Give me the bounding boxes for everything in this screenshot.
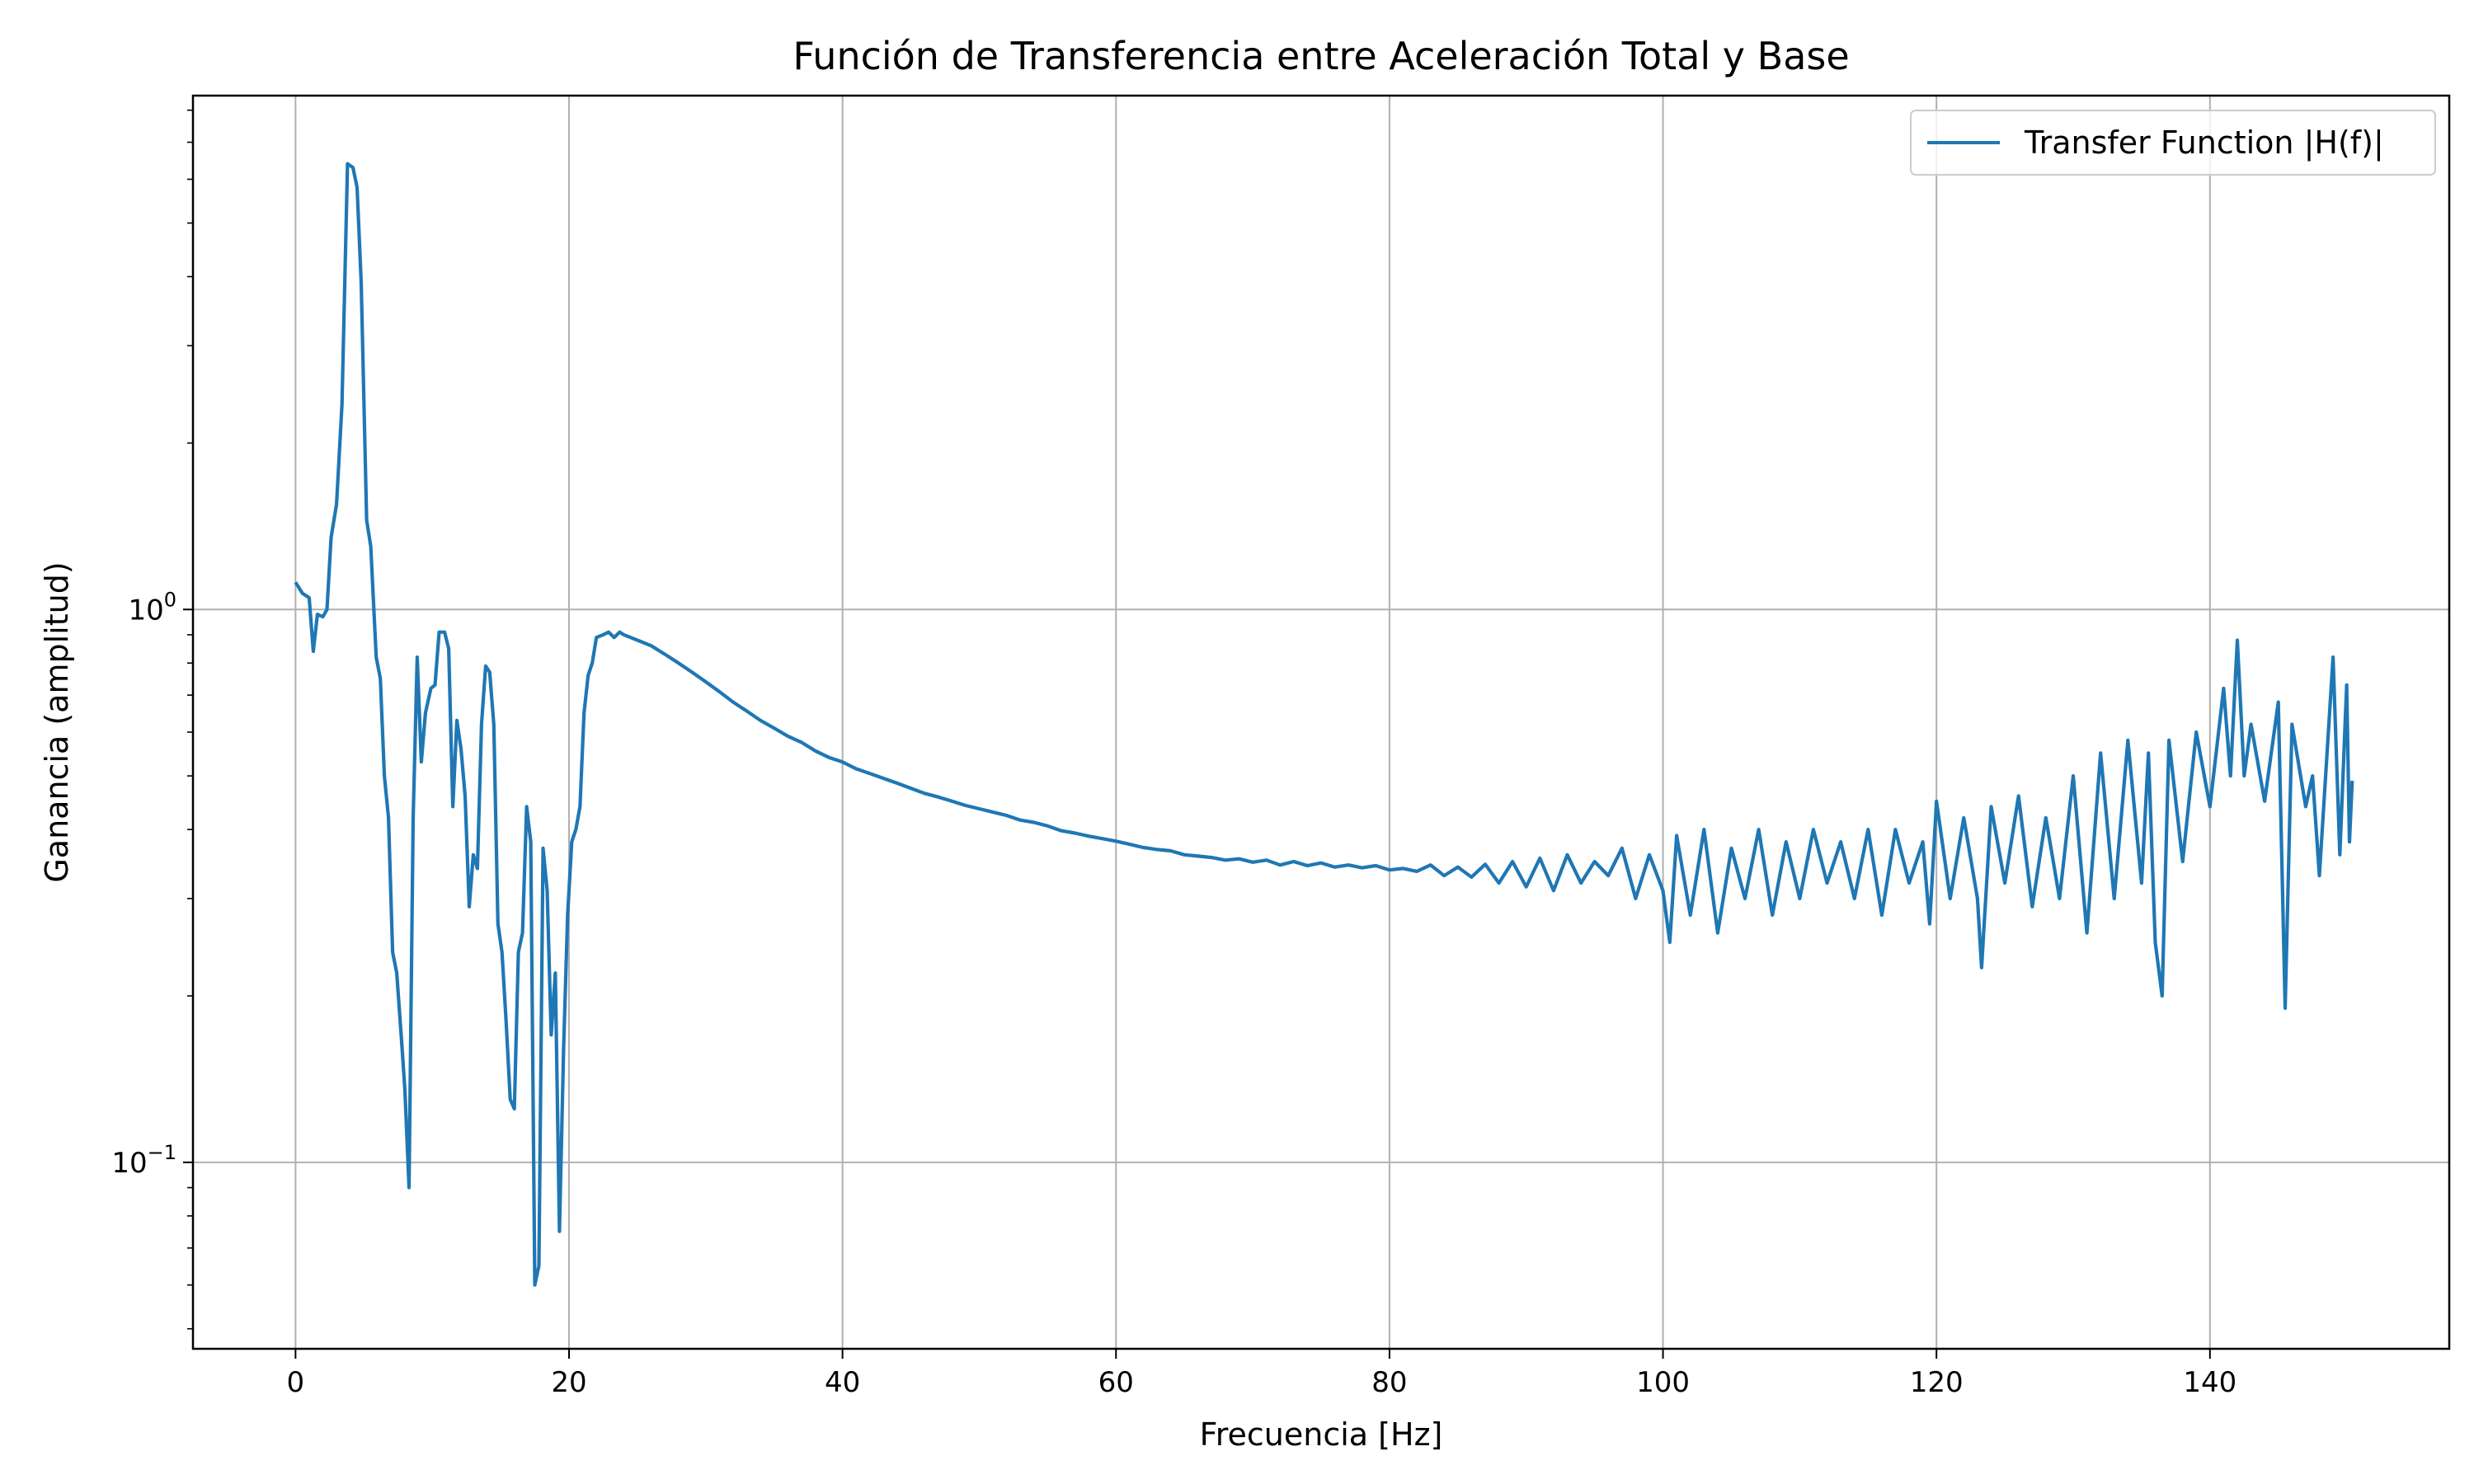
y-tick-exponent: −1 — [148, 1141, 176, 1164]
plot-area-frame — [191, 94, 2451, 1350]
x-tick-label: 100 — [1636, 1366, 1690, 1399]
x-tick-label: 40 — [825, 1366, 860, 1399]
y-tick-label: 100 — [128, 588, 176, 627]
legend-entry-label: Transfer Function |H(f)| — [2024, 124, 2384, 162]
y-axis-label: Ganancia (amplitud) — [39, 561, 75, 882]
x-tick-label: 120 — [1910, 1366, 1964, 1399]
x-tick-label: 80 — [1371, 1366, 1407, 1399]
legend: Transfer Function |H(f)| — [1910, 110, 2436, 176]
x-tick-label: 140 — [2183, 1366, 2236, 1399]
gridlines — [193, 96, 2449, 1349]
x-tick-label: 60 — [1098, 1366, 1134, 1399]
series-line-transfer-function — [294, 162, 2354, 1287]
x-tick-label: 20 — [551, 1366, 586, 1399]
y-tick-label: 10−1 — [111, 1141, 176, 1180]
y-tick-exponent: 0 — [164, 588, 176, 611]
x-axis-label: Frecuencia [Hz] — [1200, 1416, 1443, 1453]
x-axis-ticks: 0 20 40 60 80 100 120 140 — [287, 1349, 2236, 1399]
plot-series — [294, 162, 2354, 1287]
legend-box — [1910, 110, 2436, 176]
y-tick-base: 10 — [128, 594, 163, 627]
x-tick-label: 0 — [287, 1366, 305, 1399]
chart-title: Función de Transferencia entre Aceleraci… — [793, 34, 1849, 78]
y-tick-base: 10 — [111, 1147, 147, 1180]
